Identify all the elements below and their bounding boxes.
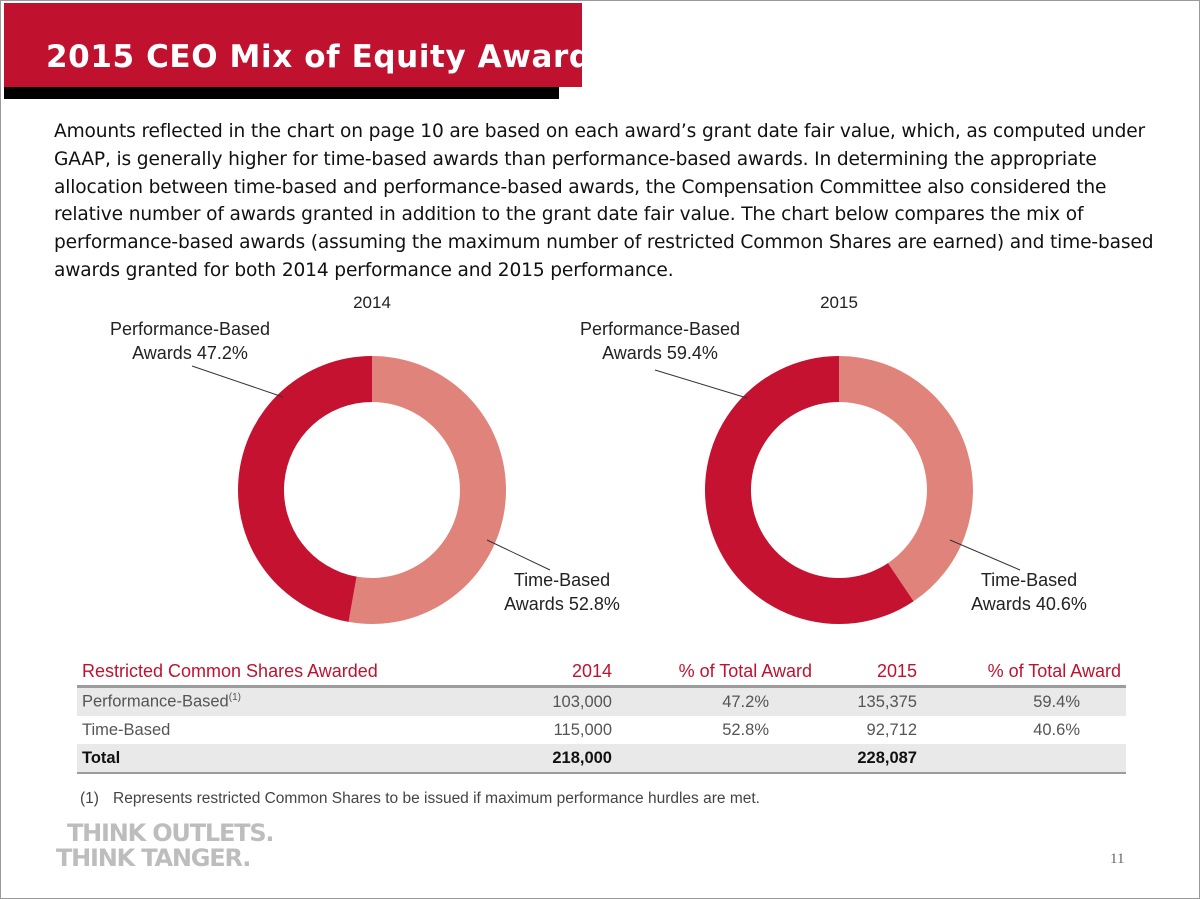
cell-pct-2015 bbox=[922, 744, 1126, 774]
cell-pct-2014: 47.2% bbox=[617, 686, 817, 716]
cell-pct-2015: 59.4% bbox=[922, 686, 1126, 716]
cell-2014: 218,000 bbox=[507, 744, 617, 774]
title-banner: 2015 CEO Mix of Equity Awards bbox=[4, 3, 610, 87]
leader-line-time bbox=[949, 539, 1021, 571]
table-total-row: Total 218,000 228,087 bbox=[77, 744, 1126, 774]
leader-line-performance bbox=[191, 365, 284, 398]
footnote-text: Represents restricted Common Shares to b… bbox=[113, 790, 760, 807]
col-header-pct-2015: % of Total Award bbox=[922, 659, 1126, 688]
data-label-time-line2: Awards 40.6% bbox=[971, 594, 1087, 614]
brand-line-2: THINK TANGER. bbox=[56, 844, 251, 872]
data-label-performance-line2: Awards 59.4% bbox=[602, 343, 718, 363]
table-row: Performance-Based(1) 103,000 47.2% 135,3… bbox=[77, 686, 1126, 716]
data-label-performance-line2: Awards 47.2% bbox=[132, 343, 248, 363]
col-header-2015: 2015 bbox=[817, 659, 922, 688]
col-header-2014: 2014 bbox=[507, 659, 617, 688]
cell-pct-2014 bbox=[617, 744, 817, 774]
table-header-row: Restricted Common Shares Awarded 2014 % … bbox=[77, 659, 1126, 688]
page-title: 2015 CEO Mix of Equity Awards bbox=[46, 39, 611, 75]
row-label: Total bbox=[77, 744, 507, 774]
chart-year-title: 2014 bbox=[353, 293, 391, 312]
donut-slice-performance-based bbox=[237, 356, 372, 622]
leader-line-performance bbox=[654, 369, 748, 399]
leader-line-time bbox=[486, 539, 551, 571]
data-label-performance-line1: Performance-Based bbox=[580, 319, 740, 339]
brand-line-1: THINK OUTLETS. bbox=[67, 819, 275, 847]
chart-year-title: 2015 bbox=[820, 293, 858, 312]
data-label-time-line1: Time-Based bbox=[514, 570, 610, 590]
cell-2015: 228,087 bbox=[817, 744, 922, 774]
cell-2015: 135,375 bbox=[817, 686, 922, 716]
row-label: Performance-Based(1) bbox=[77, 686, 507, 716]
page-number: 11 bbox=[1110, 851, 1125, 867]
data-label-time-line2: Awards 52.8% bbox=[504, 594, 620, 614]
data-label-performance-line1: Performance-Based bbox=[110, 319, 270, 339]
data-label-time-line1: Time-Based bbox=[981, 570, 1077, 590]
cell-pct-2014: 52.8% bbox=[722, 720, 769, 739]
intro-paragraph: Amounts reflected in the chart on page 1… bbox=[54, 121, 1154, 281]
footnote: (1) Represents restricted Common Shares t… bbox=[80, 790, 760, 808]
col-header-label: Restricted Common Shares Awarded bbox=[77, 659, 507, 688]
cell-2014: 115,000 bbox=[553, 720, 612, 739]
donut-slice-time-based bbox=[348, 356, 507, 625]
col-header-pct-2014: % of Total Award bbox=[617, 659, 817, 688]
table-row: Time-Based 115,000 52.8% 92,712 40.6% bbox=[77, 716, 1126, 744]
cell-2015: 92,712 bbox=[866, 720, 917, 739]
cell-pct-2015: 40.6% bbox=[1033, 720, 1080, 739]
donut-slice-performance-based bbox=[704, 356, 914, 624]
cell-2014: 103,000 bbox=[507, 686, 617, 716]
awards-table: Restricted Common Shares Awarded 2014 % … bbox=[77, 659, 1126, 774]
title-underline bbox=[4, 87, 559, 99]
brand-slogan: THINK OUTLETS. THINK TANGER. bbox=[56, 819, 275, 872]
donut-slice-time-based bbox=[839, 356, 973, 602]
footnote-number: (1) bbox=[80, 790, 99, 807]
footnote-marker: (1) bbox=[228, 692, 241, 704]
row-label: Time-Based bbox=[82, 720, 171, 739]
